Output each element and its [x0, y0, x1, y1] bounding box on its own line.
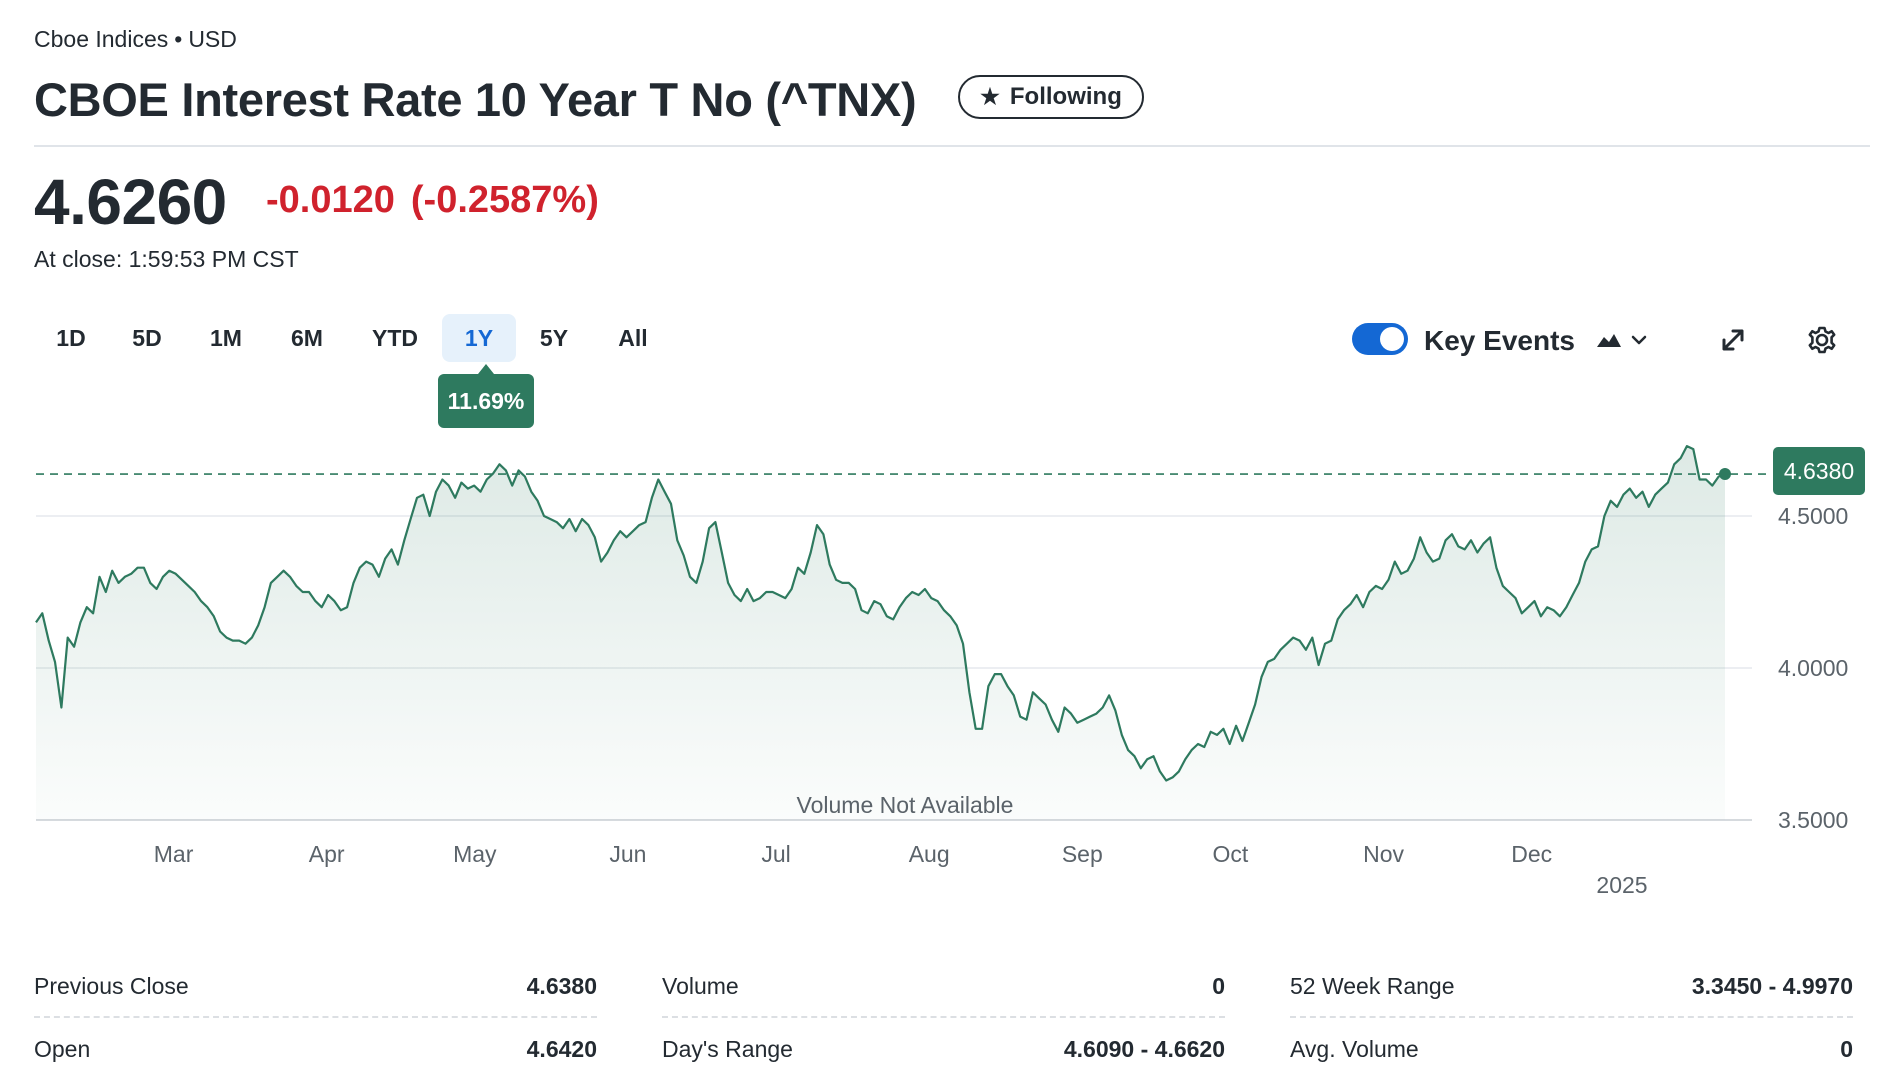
stat-value: 4.6090 - 4.6620 [1063, 1035, 1225, 1062]
price-line [35, 445, 1726, 782]
change-value: -0.0120 [266, 179, 395, 221]
tab-ytd[interactable]: YTD [372, 324, 418, 351]
star-icon: ★ [980, 84, 1000, 109]
x-tick-label: Apr [309, 841, 345, 867]
price-change: -0.0120 (-0.2587%) [266, 179, 599, 222]
x-tick-label: Dec [1511, 841, 1552, 867]
y-tick-label: 4.5000 [1778, 503, 1848, 529]
x-tick-label: Mar [154, 841, 194, 867]
range-return-pointer [478, 364, 494, 374]
page-title: CBOE Interest Rate 10 Year T No (^TNX) [34, 73, 917, 126]
stat-label: Volume [662, 972, 739, 999]
stat-label: 52 Week Range [1290, 972, 1455, 999]
x-year-label: 2025 [1596, 872, 1647, 898]
stat-value: 4.6380 [526, 972, 597, 999]
close-time: At close: 1:59:53 PM CST [34, 246, 299, 272]
stat-avg-volume: Avg. Volume 0 [1290, 1018, 1853, 1080]
toggle-knob [1380, 327, 1404, 351]
following-button[interactable]: ★ Following [958, 75, 1144, 119]
tab-1m[interactable]: 1M [210, 324, 242, 351]
y-tick-label: 3.5000 [1778, 807, 1848, 833]
stat-open: Open 4.6420 [34, 1018, 597, 1080]
price-area-fill [36, 446, 1725, 820]
x-tick-label: May [453, 841, 497, 867]
tab-1d[interactable]: 1D [56, 324, 86, 351]
separator-dot: • [174, 26, 183, 52]
stat-value: 3.3450 - 4.9970 [1691, 972, 1853, 999]
y-tick-label: 4.0000 [1778, 655, 1848, 681]
y-axis-labels: 4.5000 4.0000 3.5000 [1778, 503, 1848, 833]
x-axis-labels: Mar Apr May Jun Jul Aug Sep Oct Nov Dec 2025 [154, 841, 1648, 898]
fullscreen-button[interactable] [1715, 322, 1751, 358]
stat-volume: Volume 0 [662, 956, 1225, 1018]
stat-value: 4.6420 [526, 1035, 597, 1062]
current-price: 4.6260 [34, 166, 227, 238]
tab-5d[interactable]: 5D [132, 324, 162, 351]
following-label: Following [1009, 83, 1122, 110]
range-return-badge: 11.69% [438, 374, 534, 428]
expand-icon [1722, 329, 1744, 351]
stat-52-week-range: 52 Week Range 3.3450 - 4.9970 [1290, 956, 1853, 1018]
x-tick-label: Aug [909, 841, 950, 867]
gear-icon [1808, 326, 1836, 354]
header-divider [34, 145, 1870, 147]
x-tick-label: Sep [1062, 841, 1103, 867]
key-events-label: Key Events [1424, 325, 1575, 356]
stat-label: Previous Close [34, 972, 189, 999]
tab-6m[interactable]: 6M [291, 324, 323, 351]
change-percent: (-0.2587%) [410, 179, 599, 221]
stat-label: Avg. Volume [1290, 1035, 1419, 1062]
stats-column-2: Volume 0 Day's Range 4.6090 - 4.6620 [662, 956, 1225, 1080]
last-price-dot [1719, 468, 1731, 481]
x-tick-label: Nov [1363, 841, 1404, 867]
exchange-info: Cboe Indices • USD [34, 26, 237, 53]
stat-days-range: Day's Range 4.6090 - 4.6620 [662, 1018, 1225, 1080]
exchange-name: Cboe Indices [34, 26, 169, 52]
currency-label: USD [188, 26, 237, 52]
tab-1y[interactable]: 1Y [442, 314, 516, 362]
tab-all[interactable]: All [618, 324, 648, 351]
stats-column-1: Previous Close 4.6380 Open 4.6420 [34, 956, 597, 1080]
volume-not-available-note: Volume Not Available [797, 792, 1014, 818]
stat-label: Open [34, 1035, 91, 1062]
x-tick-label: Jun [609, 841, 646, 867]
stat-value: 0 [1212, 972, 1225, 999]
chevron-down-icon [1631, 335, 1647, 345]
stat-value: 0 [1840, 1035, 1853, 1062]
last-price-tag: 4.6380 [1773, 447, 1865, 495]
stats-column-3: 52 Week Range 3.3450 - 4.9970 Avg. Volum… [1290, 956, 1853, 1080]
mountain-chart-icon [1597, 334, 1621, 347]
x-tick-label: Jul [761, 841, 790, 867]
price-chart[interactable]: 4.5000 4.0000 3.5000 Mar Apr May Jun Jul Aug Sep… [0, 400, 1888, 920]
chart-settings-button[interactable] [1804, 322, 1840, 358]
range-tabs: 1D 5D 1M 6M YTD 1Y 5Y All [34, 314, 674, 362]
tab-5y[interactable]: 5Y [539, 324, 569, 351]
x-tick-label: Oct [1213, 841, 1249, 867]
key-events-toggle[interactable] [1352, 323, 1408, 355]
stat-previous-close: Previous Close 4.6380 [34, 956, 597, 1018]
chart-type-dropdown[interactable] [1595, 322, 1661, 358]
stat-label: Day's Range [662, 1035, 793, 1062]
